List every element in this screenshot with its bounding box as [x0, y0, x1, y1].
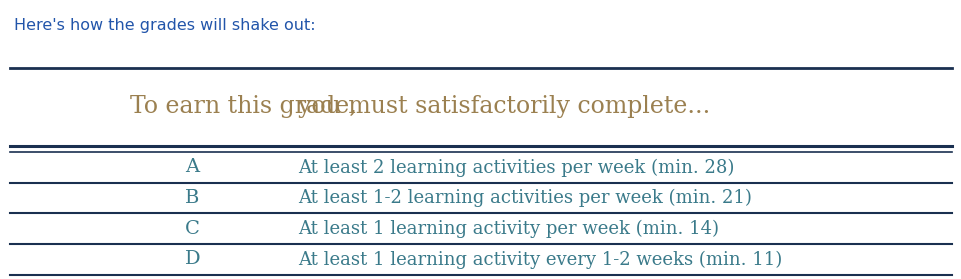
Text: Here's how the grades will shake out:: Here's how the grades will shake out:: [14, 18, 316, 33]
Text: At least 1 learning activity per week (min. 14): At least 1 learning activity per week (m…: [298, 220, 719, 238]
Text: A: A: [185, 158, 199, 176]
Text: To earn this grade,: To earn this grade,: [130, 95, 357, 117]
Text: At least 1 learning activity every 1-2 weeks (min. 11): At least 1 learning activity every 1-2 w…: [298, 250, 781, 269]
Text: D: D: [185, 251, 200, 268]
Text: At least 1-2 learning activities per week (min. 21): At least 1-2 learning activities per wee…: [298, 189, 752, 207]
Text: B: B: [185, 189, 199, 207]
Text: At least 2 learning activities per week (min. 28): At least 2 learning activities per week …: [298, 158, 734, 177]
Text: C: C: [185, 220, 200, 238]
Text: you must satisfactorily complete...: you must satisfactorily complete...: [298, 95, 710, 117]
